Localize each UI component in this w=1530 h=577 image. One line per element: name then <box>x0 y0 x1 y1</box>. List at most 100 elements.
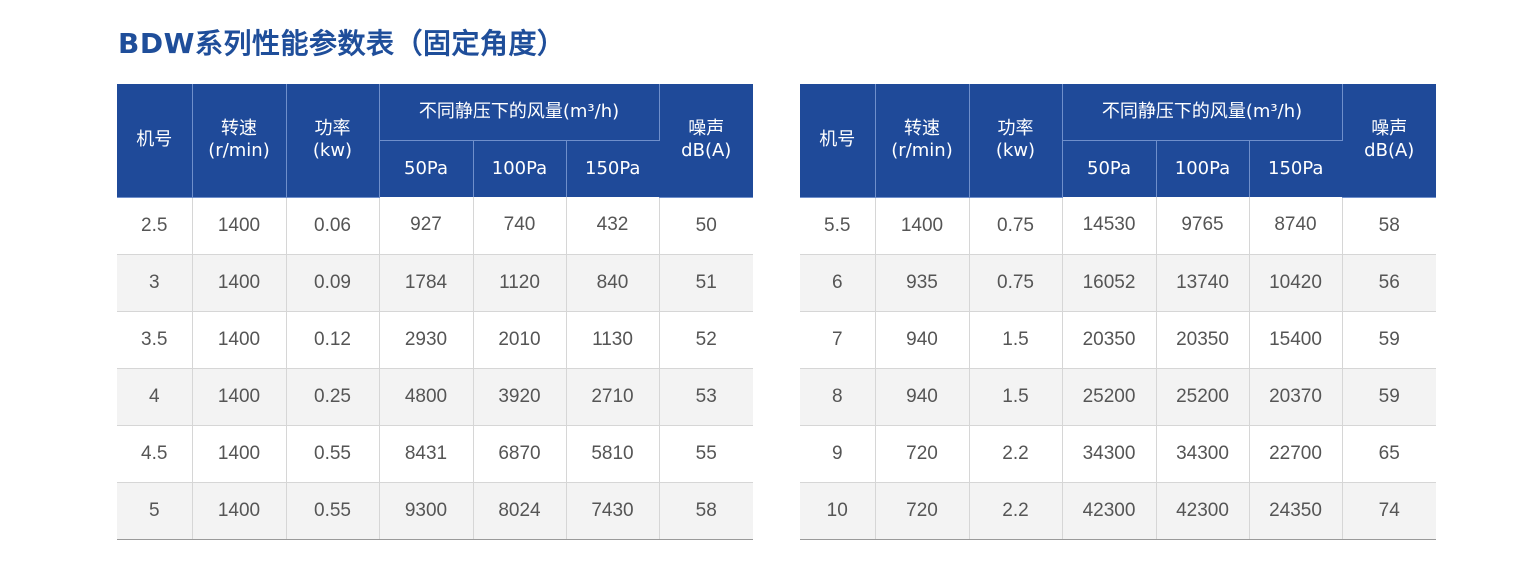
cell-airflow-50pa: 927 <box>379 197 474 255</box>
table-row: 4 1400 0.25 4800 3920 2710 53 <box>117 368 753 426</box>
cell-airflow-100pa: 1120 <box>473 254 567 312</box>
header-50pa: 50Pa <box>1062 140 1157 197</box>
cell-airflow-50pa: 1784 <box>379 254 474 312</box>
cell-airflow-100pa: 42300 <box>1156 482 1250 540</box>
header-100pa: 100Pa <box>473 140 567 197</box>
header-model: 机号 <box>800 84 876 198</box>
cell-airflow-100pa: 2010 <box>473 311 567 369</box>
cell-airflow-50pa: 34300 <box>1062 425 1157 483</box>
page-title: BDW系列性能参数表（固定角度） <box>118 27 566 60</box>
cell-airflow-50pa: 14530 <box>1062 197 1157 255</box>
cell-noise: 58 <box>659 482 753 540</box>
header-speed: 转速 (r/min) <box>875 84 970 198</box>
cell-noise: 74 <box>1342 482 1436 540</box>
cell-power: 0.06 <box>286 197 380 255</box>
cell-noise: 53 <box>659 368 753 426</box>
cell-model: 3.5 <box>117 311 193 369</box>
header-100pa: 100Pa <box>1156 140 1250 197</box>
header-noise: 噪声 dB(A) <box>659 84 753 198</box>
cell-model: 4.5 <box>117 425 193 483</box>
cell-speed: 1400 <box>192 425 287 483</box>
cell-model: 3 <box>117 254 193 312</box>
cell-airflow-100pa: 34300 <box>1156 425 1250 483</box>
cell-speed: 1400 <box>192 482 287 540</box>
cell-airflow-150pa: 5810 <box>566 425 660 483</box>
header-noise: 噪声 dB(A) <box>1342 84 1436 198</box>
cell-model: 4 <box>117 368 193 426</box>
table-row: 10 720 2.2 42300 42300 24350 74 <box>800 482 1436 540</box>
cell-airflow-150pa: 8740 <box>1249 197 1343 255</box>
header-speed: 转速 (r/min) <box>192 84 287 198</box>
table-row: 3 1400 0.09 1784 1120 840 51 <box>117 254 753 312</box>
cell-airflow-150pa: 1130 <box>566 311 660 369</box>
cell-power: 1.5 <box>969 368 1063 426</box>
cell-airflow-50pa: 8431 <box>379 425 474 483</box>
table-row: 2.5 1400 0.06 927 740 432 50 <box>117 197 753 255</box>
cell-power: 2.2 <box>969 482 1063 540</box>
header-power: 功率 (kw) <box>969 84 1063 198</box>
cell-airflow-50pa: 42300 <box>1062 482 1157 540</box>
cell-noise: 56 <box>1342 254 1436 312</box>
cell-noise: 50 <box>659 197 753 255</box>
cell-model: 7 <box>800 311 876 369</box>
cell-airflow-150pa: 22700 <box>1249 425 1343 483</box>
cell-noise: 59 <box>1342 368 1436 426</box>
table-row: 9 720 2.2 34300 34300 22700 65 <box>800 425 1436 483</box>
table-row: 8 940 1.5 25200 25200 20370 59 <box>800 368 1436 426</box>
cell-noise: 52 <box>659 311 753 369</box>
cell-airflow-100pa: 8024 <box>473 482 567 540</box>
cell-noise: 51 <box>659 254 753 312</box>
cell-power: 0.12 <box>286 311 380 369</box>
cell-model: 9 <box>800 425 876 483</box>
cell-speed: 1400 <box>875 197 970 255</box>
cell-model: 5.5 <box>800 197 876 255</box>
cell-power: 2.2 <box>969 425 1063 483</box>
header-airflow: 不同静压下的风量(m³/h) <box>1062 84 1343 141</box>
table-row: 5.5 1400 0.75 14530 9765 8740 58 <box>800 197 1436 255</box>
cell-model: 2.5 <box>117 197 193 255</box>
cell-airflow-100pa: 740 <box>473 197 567 255</box>
cell-airflow-50pa: 4800 <box>379 368 474 426</box>
cell-airflow-100pa: 3920 <box>473 368 567 426</box>
header-50pa: 50Pa <box>379 140 474 197</box>
table-row: 3.5 1400 0.12 2930 2010 1130 52 <box>117 311 753 369</box>
header-model: 机号 <box>117 84 193 198</box>
cell-noise: 59 <box>1342 311 1436 369</box>
cell-noise: 55 <box>659 425 753 483</box>
cell-model: 5 <box>117 482 193 540</box>
cell-speed: 1400 <box>192 197 287 255</box>
cell-speed: 1400 <box>192 254 287 312</box>
cell-airflow-50pa: 25200 <box>1062 368 1157 426</box>
cell-airflow-150pa: 24350 <box>1249 482 1343 540</box>
cell-airflow-50pa: 20350 <box>1062 311 1157 369</box>
cell-airflow-150pa: 15400 <box>1249 311 1343 369</box>
header-150pa: 150Pa <box>566 140 659 197</box>
cell-speed: 720 <box>875 482 970 540</box>
cell-model: 8 <box>800 368 876 426</box>
cell-speed: 1400 <box>192 368 287 426</box>
cell-speed: 935 <box>875 254 970 312</box>
table-row: 5 1400 0.55 9300 8024 7430 58 <box>117 482 753 540</box>
cell-power: 0.25 <box>286 368 380 426</box>
performance-table-right: 机号 转速 (r/min) 功率 (kw) 不同静压下的风量(m³/h) 噪声 dB(… <box>800 84 1436 540</box>
cell-speed: 940 <box>875 368 970 426</box>
cell-airflow-100pa: 20350 <box>1156 311 1250 369</box>
cell-airflow-50pa: 16052 <box>1062 254 1157 312</box>
cell-airflow-150pa: 432 <box>566 197 660 255</box>
cell-airflow-100pa: 13740 <box>1156 254 1250 312</box>
cell-power: 0.55 <box>286 482 380 540</box>
cell-model: 6 <box>800 254 876 312</box>
cell-power: 1.5 <box>969 311 1063 369</box>
table-row: 6 935 0.75 16052 13740 10420 56 <box>800 254 1436 312</box>
cell-airflow-50pa: 9300 <box>379 482 474 540</box>
cell-speed: 940 <box>875 311 970 369</box>
performance-table-left: 机号 转速 (r/min) 功率 (kw) 不同静压下的风量(m³/h) 噪声 dB(… <box>117 84 753 540</box>
cell-power: 0.75 <box>969 254 1063 312</box>
cell-airflow-100pa: 9765 <box>1156 197 1250 255</box>
cell-airflow-150pa: 10420 <box>1249 254 1343 312</box>
cell-airflow-150pa: 20370 <box>1249 368 1343 426</box>
cell-power: 0.55 <box>286 425 380 483</box>
cell-airflow-150pa: 7430 <box>566 482 660 540</box>
cell-power: 0.09 <box>286 254 380 312</box>
table-row: 7 940 1.5 20350 20350 15400 59 <box>800 311 1436 369</box>
